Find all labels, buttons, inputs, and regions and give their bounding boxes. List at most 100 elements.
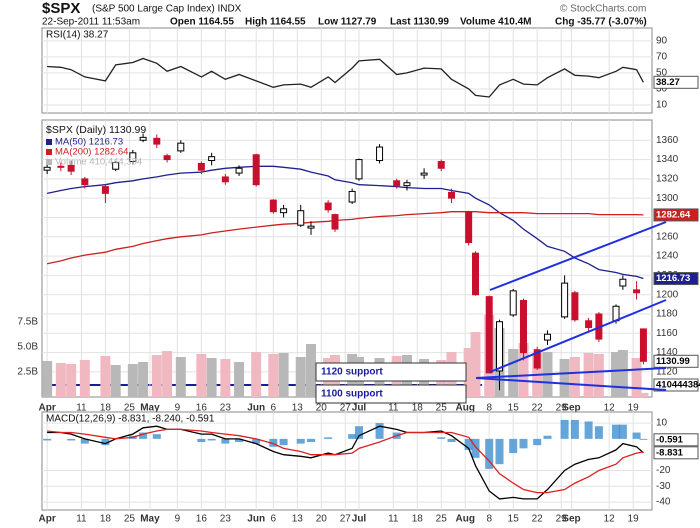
last-value-label: 38.27 [656,77,680,88]
histogram-bar [252,438,261,444]
x-tick-label: 11 [388,403,399,414]
histogram-bar [307,438,316,443]
x-tick-label: 12 [604,403,616,414]
candle-body [585,320,593,329]
candle-body [376,146,384,162]
y-tick-label: 1160 [656,328,678,339]
candle-body [252,154,260,186]
x-tick-label: 6 [271,514,277,525]
volume-bar [55,363,66,397]
histogram-bar [533,438,542,446]
last-value-box [653,378,699,392]
symbol: $SPX [42,0,80,17]
candle-body [221,176,229,183]
credit: © StockCharts.com [560,4,646,15]
histogram-bar [584,421,593,439]
volume-bar [583,353,594,397]
x-tick-label: 19 [628,403,640,414]
panel-title: MACD(12,26,9) -8.831, -8.240, -0.591 [46,414,215,425]
trendline [489,221,667,291]
volume-bar [470,332,481,397]
histogram-bar [235,438,244,443]
histogram-bar [354,426,363,439]
x-tick-label: 29 [556,403,568,414]
histogram-bar [485,438,494,469]
y2-tick-label: 5.0B [17,342,38,353]
histogram-bar [296,438,305,444]
x-tick-label: 25 [436,403,448,414]
x-tick-label: Apr [39,403,56,414]
candle-body [561,282,569,318]
x-tick-label: 18 [412,514,424,525]
panel-title: RSI(14) 38.27 [46,30,109,41]
volume-bar [234,362,245,397]
last-value-box [653,75,699,89]
candle-body [81,178,89,186]
trendline [475,377,667,391]
y-tick-label: 1120 [656,367,678,378]
candle-body [437,161,445,169]
volume-bar [42,361,53,397]
volume-bar [79,360,90,397]
x-tick-label: 23 [220,403,232,414]
y-tick-label: 1320 [656,174,679,185]
candle-body [112,161,120,170]
x-tick-label: 23 [220,514,232,525]
volume-bar [559,359,570,397]
volume-bar [66,364,77,397]
histogram-bar [570,419,579,439]
candle-body [420,172,428,176]
x-tick-label: 12 [604,514,616,525]
panel-frame [41,27,653,114]
histogram-bar [612,424,621,439]
candle-body [101,186,109,194]
histogram-bar [197,438,206,443]
y-tick-label: 50 [656,68,668,79]
candle-body [208,156,216,162]
candle-body [533,349,541,369]
volume-bar [220,359,231,397]
volume-bar [268,354,279,397]
last-value-box [653,354,699,368]
histogram-bar [375,423,384,439]
x-tick-label: May [140,403,160,414]
volume-bar [127,364,138,397]
x-tick-label: 18 [412,403,424,414]
volume-bar [138,362,149,397]
x-tick-label: 11 [76,403,87,414]
x-tick-label: May [140,514,160,525]
volume-bar [110,365,121,397]
y-tick-label: 1240 [656,251,679,262]
histogram-bar [67,438,76,441]
trendline [489,299,667,373]
histogram-bar [101,438,110,446]
legend-swatch [46,149,52,155]
candle-body [139,136,147,141]
candle-body [403,182,411,187]
y-tick-label: 90 [656,35,668,46]
candle-body [269,199,277,213]
y-tick-label: -20 [656,465,671,476]
histogram-bar [80,438,89,444]
histogram-bar [348,434,357,439]
volume-bar [295,357,306,397]
x-tick-label: Jun [247,514,265,525]
symbol-name: (S&P 500 Large Cap Index) INDX [92,4,242,15]
x-tick-label: Apr [39,514,56,525]
datetime: 22-Sep-2011 11:53am [42,17,140,28]
histogram-bar [519,438,528,449]
x-tick-label: 15 [508,514,520,525]
histogram-bar [495,438,504,465]
histogram-bar [207,438,216,441]
trendline [475,367,667,379]
volume-bar [206,358,217,397]
candle-body [129,152,137,163]
histogram-bar [509,438,518,454]
volume-bar [631,358,642,397]
x-tick-label: 20 [316,514,328,525]
candle-body [571,292,579,321]
series-line [47,425,644,500]
x-tick-label: 25 [124,403,136,414]
